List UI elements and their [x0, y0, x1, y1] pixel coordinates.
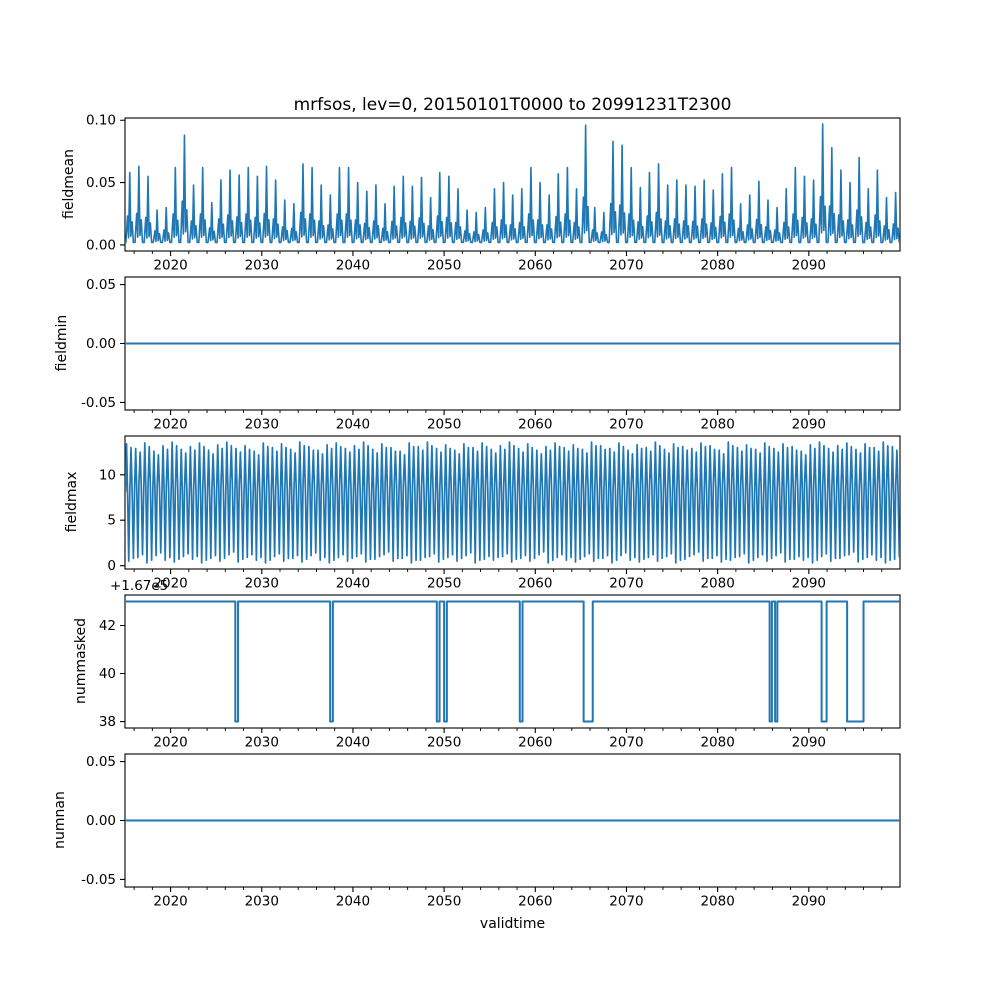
x-tick-label: 2040: [336, 894, 370, 910]
x-tick-label: 2040: [336, 258, 370, 274]
x-tick-label: 2080: [700, 894, 734, 910]
x-minor-ticks: [133, 728, 883, 731]
x-tick-label: 2080: [700, 735, 734, 751]
plot-line-fieldmax: [125, 441, 900, 564]
y-tick-label: 42: [99, 618, 116, 634]
x-tick-label: 2070: [609, 735, 643, 751]
y-tick-label: 40: [99, 666, 116, 682]
y-tick-label: 0.05: [86, 754, 116, 770]
y-tick-label: 0: [107, 558, 116, 574]
y-tick-label: -0.05: [81, 395, 116, 411]
x-tick-label: 2020: [153, 417, 187, 433]
x-tick-label: 2070: [609, 894, 643, 910]
x-tick-label: 2020: [153, 894, 187, 910]
y-tick-label: 38: [99, 714, 116, 730]
x-minor-ticks: [133, 569, 883, 572]
x-tick-label: 2060: [518, 258, 552, 274]
y-major-ticks: [120, 624, 125, 723]
x-tick-label: 2070: [609, 417, 643, 433]
axes-spine: [124, 435, 901, 570]
x-minor-ticks: [133, 251, 883, 254]
x-major-ticks: [170, 410, 810, 415]
x-tick-label: 2040: [336, 417, 370, 433]
axes-spine: [124, 594, 901, 729]
x-tick-label: 2030: [245, 576, 279, 592]
x-tick-label: 2050: [427, 576, 461, 592]
x-tick-label: 2050: [427, 894, 461, 910]
x-minor-ticks: [133, 887, 883, 890]
x-tick-label: 2050: [427, 258, 461, 274]
x-tick-label: 2070: [609, 576, 643, 592]
y-major-ticks: [120, 119, 125, 246]
x-tick-label: 2040: [336, 576, 370, 592]
x-tick-label: 2080: [700, 576, 734, 592]
figure-title: mrfsos, lev=0, 20150101T0000 to 20991231…: [293, 95, 732, 115]
y-tick-label: 0.05: [86, 277, 116, 293]
x-tick-label: 2080: [700, 258, 734, 274]
x-major-ticks: [170, 569, 810, 574]
x-tick-label: 2030: [245, 894, 279, 910]
x-tick-label: 2090: [792, 417, 826, 433]
x-tick-label: 2040: [336, 735, 370, 751]
x-tick-label: 2020: [153, 735, 187, 751]
y-axis-offset-text: +1.67e5: [110, 578, 169, 594]
x-minor-ticks: [133, 410, 883, 413]
x-tick-label: 2030: [245, 417, 279, 433]
x-tick-label: 2060: [518, 735, 552, 751]
y-tick-label: 0.05: [86, 175, 116, 191]
x-tick-label: 2020: [153, 576, 187, 592]
x-tick-label: 2030: [245, 735, 279, 751]
plot-line-fieldmean: [125, 123, 900, 244]
x-major-ticks: [170, 251, 810, 256]
x-tick-label: 2060: [518, 894, 552, 910]
axes-spine: [124, 117, 901, 252]
x-tick-label: 2090: [792, 894, 826, 910]
y-tick-label: 0.00: [86, 336, 116, 352]
y-tick-label: 0.10: [86, 113, 116, 129]
x-axis-label: validtime: [479, 916, 546, 932]
x-major-ticks: [170, 728, 810, 733]
x-tick-label: 2050: [427, 417, 461, 433]
x-tick-label: 2090: [792, 735, 826, 751]
x-tick-label: 2080: [700, 417, 734, 433]
x-tick-label: 2060: [518, 576, 552, 592]
y-tick-label: 0.00: [86, 237, 116, 253]
x-tick-label: 2030: [245, 258, 279, 274]
y-tick-label: 5: [107, 513, 116, 529]
y-tick-label: 0.00: [86, 813, 116, 829]
x-tick-label: 2050: [427, 735, 461, 751]
y-major-ticks: [120, 474, 125, 567]
plot-line-nummasked: [125, 600, 900, 723]
y-tick-label: 10: [99, 467, 116, 483]
x-tick-label: 2070: [609, 258, 643, 274]
y-tick-label: -0.05: [81, 872, 116, 888]
x-tick-label: 2090: [792, 258, 826, 274]
x-tick-label: 2090: [792, 576, 826, 592]
x-major-ticks: [170, 887, 810, 892]
x-tick-label: 2020: [153, 258, 187, 274]
y-major-ticks: [120, 760, 125, 881]
x-tick-label: 2060: [518, 417, 552, 433]
y-major-ticks: [120, 283, 125, 404]
